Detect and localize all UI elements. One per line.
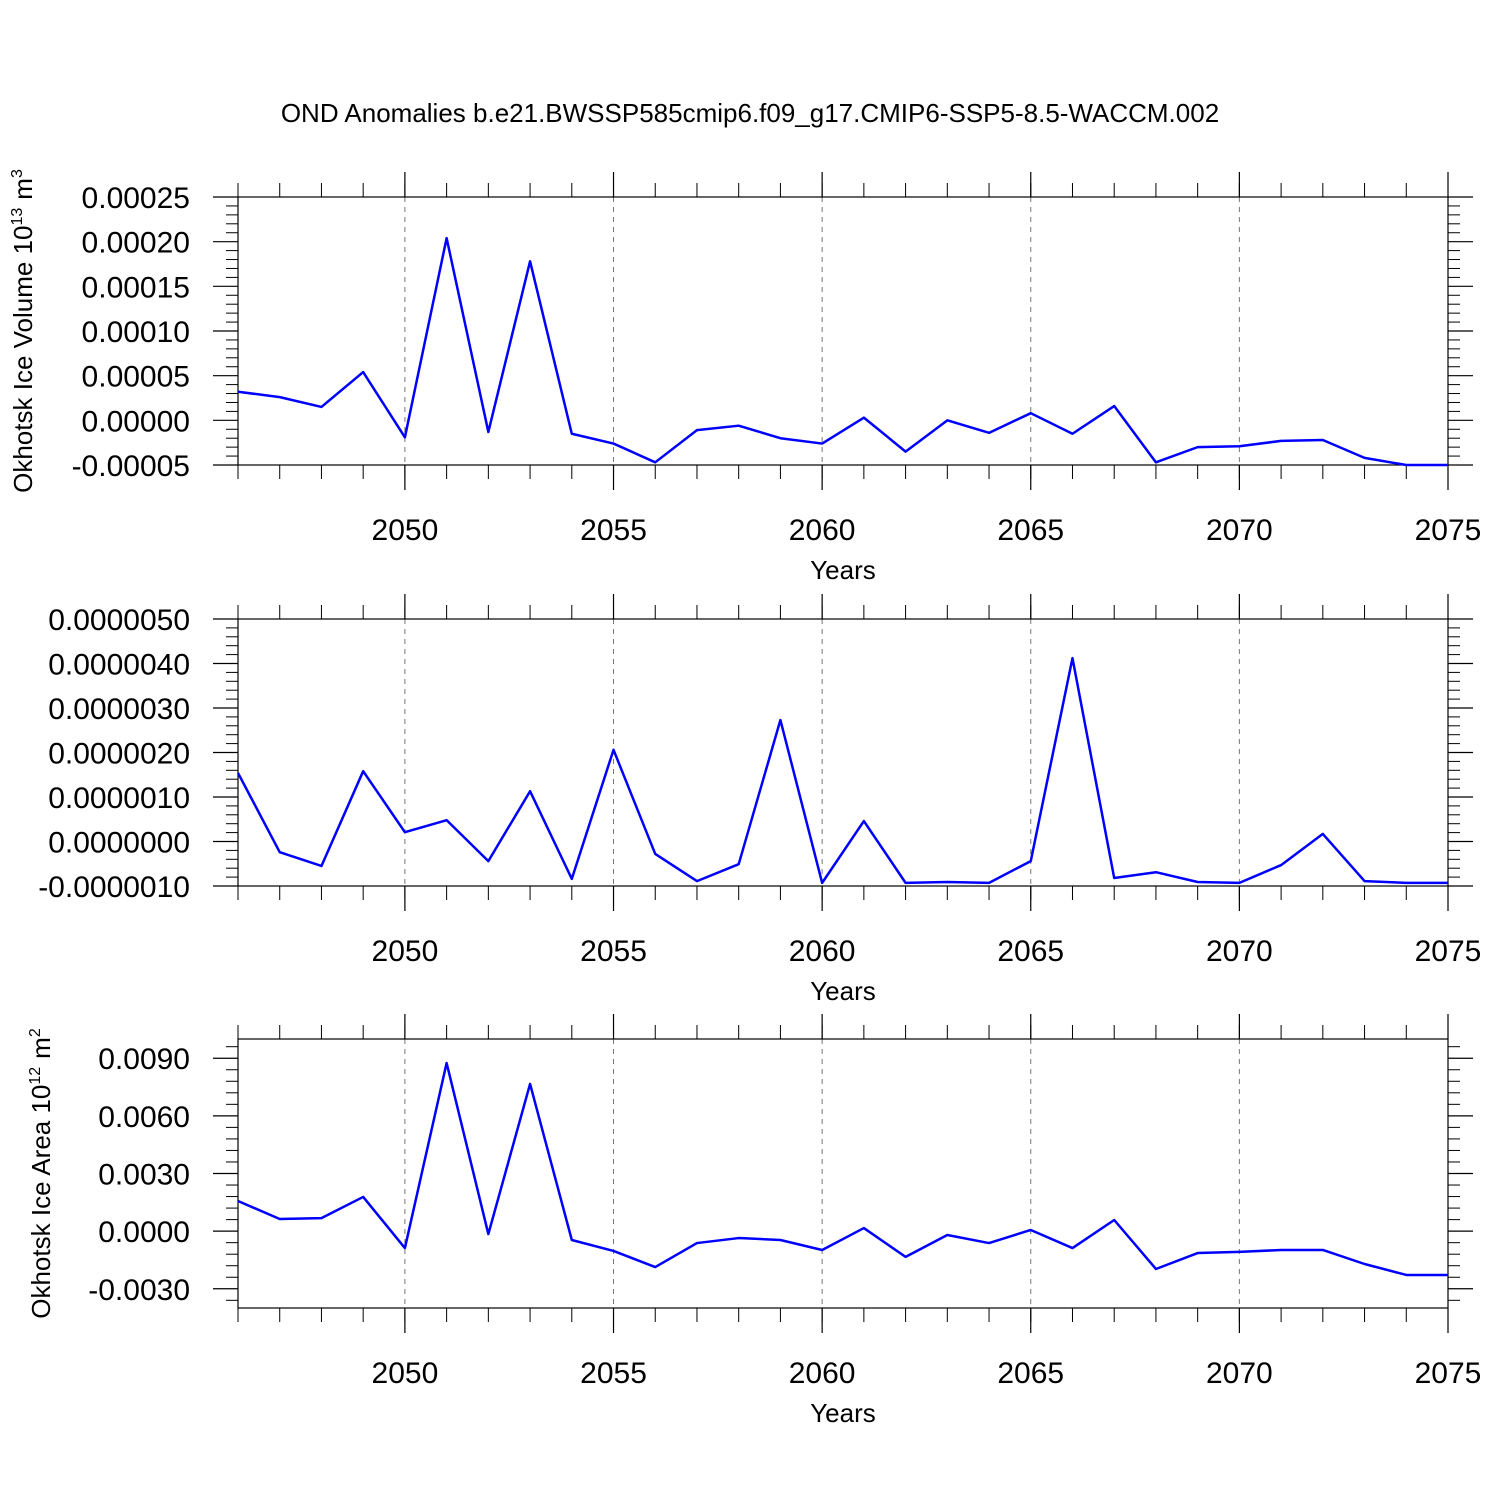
data-line (237, 1061, 1448, 1277)
y-tick-label: 0.0000000 (48, 827, 190, 860)
y-tick-label: 0.00025 (82, 182, 190, 215)
y-axis-label: Okhotsk Ice Area 1012 m2 (26, 1028, 56, 1319)
y-axis-label: Okhotsk Snow Volume 1013m3 (0, 575, 4, 929)
y-tick-label: 0.0000050 (48, 604, 190, 637)
y-axis-label-text: Okhotsk Snow Volume 10 (0, 632, 4, 930)
figure-title: OND Anomalies b.e21.BWSSP585cmip6.f09_g1… (281, 98, 1219, 128)
x-tick-label: 2065 (997, 1357, 1064, 1390)
x-tick-label: 2070 (1206, 514, 1273, 547)
plot-frame (237, 618, 1449, 887)
x-tick-label: 2075 (1415, 1357, 1482, 1390)
x-tick-label: 2055 (580, 1357, 647, 1390)
y-axis-label-unit: m (8, 178, 38, 200)
y-tick-label: -0.0000010 (38, 871, 190, 904)
y-tick-label: 0.0090 (98, 1043, 190, 1076)
y-tick-label: -0.00005 (72, 450, 190, 483)
y-tick-label: -0.0030 (88, 1274, 190, 1307)
y-axis-label-exponent: 12 (27, 1067, 44, 1085)
y-tick-label: 0.0000010 (48, 782, 190, 815)
y-axis-label-text: Okhotsk Ice Volume 10 (8, 226, 38, 493)
x-tick-label: 2075 (1415, 514, 1482, 547)
y-tick-label: 0.0000040 (48, 649, 190, 682)
y-axis-label-unit-exponent: 3 (9, 169, 26, 178)
x-tick-label: 2055 (580, 514, 647, 547)
x-tick-label: 2050 (372, 935, 439, 968)
plot-frame (237, 196, 1449, 466)
y-tick-label: 0.0060 (98, 1101, 190, 1134)
y-tick-label: 0.00020 (82, 227, 190, 260)
x-tick-label: 2065 (997, 935, 1064, 968)
plot-frame (237, 1038, 1449, 1309)
y-axis-label-text: Okhotsk Ice Area 10 (26, 1085, 56, 1319)
x-tick-label: 2050 (372, 1357, 439, 1390)
y-tick-label: 0.0000 (98, 1216, 190, 1249)
y-tick-label: 0.0030 (98, 1159, 190, 1192)
x-tick-label: 2065 (997, 514, 1064, 547)
x-tick-label: 2060 (789, 1357, 856, 1390)
x-tick-label: 2055 (580, 935, 647, 968)
x-axis-label: Years (810, 555, 876, 585)
x-tick-label: 2070 (1206, 1357, 1273, 1390)
data-line (237, 236, 1448, 467)
y-tick-label: 0.00000 (82, 405, 190, 438)
x-axis-label: Years (810, 976, 876, 1006)
x-tick-label: 2060 (789, 514, 856, 547)
y-tick-label: 0.0000030 (48, 693, 190, 726)
y-tick-label: 0.00010 (82, 316, 190, 349)
y-axis-label-unit: m (26, 1037, 56, 1059)
y-axis-label-unit-exponent: 2 (27, 1028, 44, 1037)
data-line (236, 656, 1448, 885)
y-axis-label-unit: m (0, 584, 4, 606)
y-tick-label: 0.0000020 (48, 738, 190, 771)
x-axis-label: Years (810, 1398, 876, 1428)
x-tick-label: 2060 (789, 935, 856, 968)
x-tick-label: 2070 (1206, 935, 1273, 968)
y-tick-label: 0.00015 (82, 271, 190, 304)
y-tick-label: 0.00005 (82, 361, 190, 394)
y-axis-label-exponent: 13 (9, 208, 26, 226)
x-tick-label: 2075 (1415, 935, 1482, 968)
x-tick-label: 2050 (372, 514, 439, 547)
y-axis-label: Okhotsk Ice Volume 1013 m3 (8, 169, 38, 493)
